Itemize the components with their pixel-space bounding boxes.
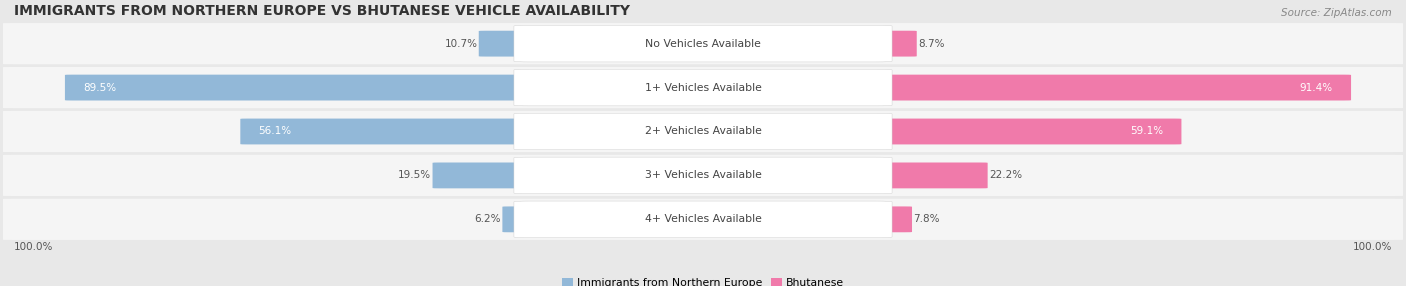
FancyBboxPatch shape <box>515 201 891 238</box>
Text: 22.2%: 22.2% <box>988 170 1022 180</box>
FancyBboxPatch shape <box>0 67 1406 108</box>
FancyBboxPatch shape <box>0 111 1406 152</box>
Text: 1+ Vehicles Available: 1+ Vehicles Available <box>644 83 762 93</box>
FancyBboxPatch shape <box>433 162 548 188</box>
Legend: Immigrants from Northern Europe, Bhutanese: Immigrants from Northern Europe, Bhutane… <box>562 278 844 286</box>
Text: 100.0%: 100.0% <box>14 242 53 252</box>
FancyBboxPatch shape <box>515 157 891 194</box>
FancyBboxPatch shape <box>858 31 917 57</box>
FancyBboxPatch shape <box>240 119 548 144</box>
FancyBboxPatch shape <box>0 199 1406 240</box>
Text: 3+ Vehicles Available: 3+ Vehicles Available <box>644 170 762 180</box>
Text: 91.4%: 91.4% <box>1299 83 1333 93</box>
Text: IMMIGRANTS FROM NORTHERN EUROPE VS BHUTANESE VEHICLE AVAILABILITY: IMMIGRANTS FROM NORTHERN EUROPE VS BHUTA… <box>14 4 630 18</box>
FancyBboxPatch shape <box>0 155 1406 196</box>
Text: No Vehicles Available: No Vehicles Available <box>645 39 761 49</box>
Text: 10.7%: 10.7% <box>444 39 478 49</box>
Text: 7.8%: 7.8% <box>914 214 941 224</box>
FancyBboxPatch shape <box>515 25 891 62</box>
FancyBboxPatch shape <box>858 75 1351 100</box>
Text: Source: ZipAtlas.com: Source: ZipAtlas.com <box>1281 8 1392 18</box>
FancyBboxPatch shape <box>502 206 548 232</box>
Text: 100.0%: 100.0% <box>1353 242 1392 252</box>
FancyBboxPatch shape <box>0 23 1406 64</box>
Text: 89.5%: 89.5% <box>83 83 117 93</box>
FancyBboxPatch shape <box>858 206 912 232</box>
FancyBboxPatch shape <box>515 69 891 106</box>
FancyBboxPatch shape <box>858 119 1181 144</box>
FancyBboxPatch shape <box>515 113 891 150</box>
Text: 2+ Vehicles Available: 2+ Vehicles Available <box>644 126 762 136</box>
Text: 8.7%: 8.7% <box>918 39 945 49</box>
FancyBboxPatch shape <box>65 75 548 100</box>
Text: 59.1%: 59.1% <box>1130 126 1163 136</box>
Text: 56.1%: 56.1% <box>259 126 291 136</box>
Text: 4+ Vehicles Available: 4+ Vehicles Available <box>644 214 762 224</box>
FancyBboxPatch shape <box>479 31 548 57</box>
FancyBboxPatch shape <box>858 162 987 188</box>
Text: 19.5%: 19.5% <box>398 170 432 180</box>
Text: 6.2%: 6.2% <box>474 214 501 224</box>
